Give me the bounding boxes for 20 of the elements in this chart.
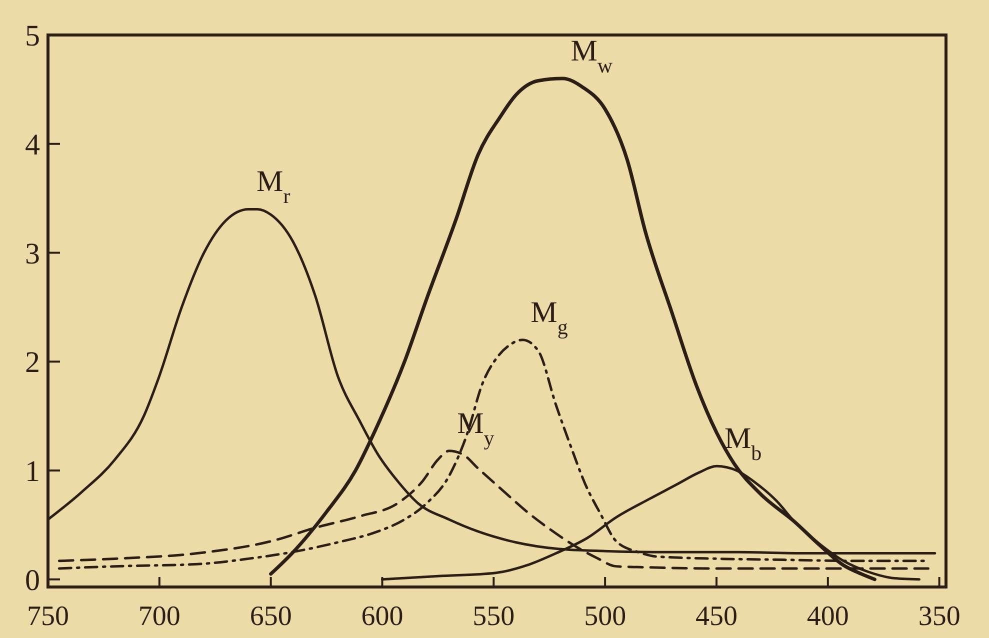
x-tick-label: 350 xyxy=(918,601,960,632)
x-tick-label: 600 xyxy=(361,601,404,632)
x-tick-label: 750 xyxy=(27,601,69,632)
series-label: M$_{g}$ xyxy=(530,296,568,339)
series-label: M$_{r}$ xyxy=(256,165,290,208)
x-tick-label: 500 xyxy=(584,601,626,632)
y-tick-label: 5 xyxy=(25,20,40,52)
y-tick-label: 4 xyxy=(25,128,40,162)
y-tick-label: 0 xyxy=(25,564,40,597)
x-tick-label: 550 xyxy=(472,601,515,632)
x-tick-label: 400 xyxy=(806,601,849,632)
y-tick-label: 2 xyxy=(25,346,40,380)
x-tick-label: 650 xyxy=(250,601,292,632)
x-tick-label: 450 xyxy=(695,601,738,632)
x-tick-label: 700 xyxy=(138,601,180,632)
series-label: M$_{b}$ xyxy=(724,422,762,466)
y-tick-label: 1 xyxy=(25,455,40,488)
y-tick-label: 3 xyxy=(25,237,40,270)
series-label: M$_{w}$ xyxy=(570,34,614,78)
series-label: M$_{y}$ xyxy=(457,406,495,450)
